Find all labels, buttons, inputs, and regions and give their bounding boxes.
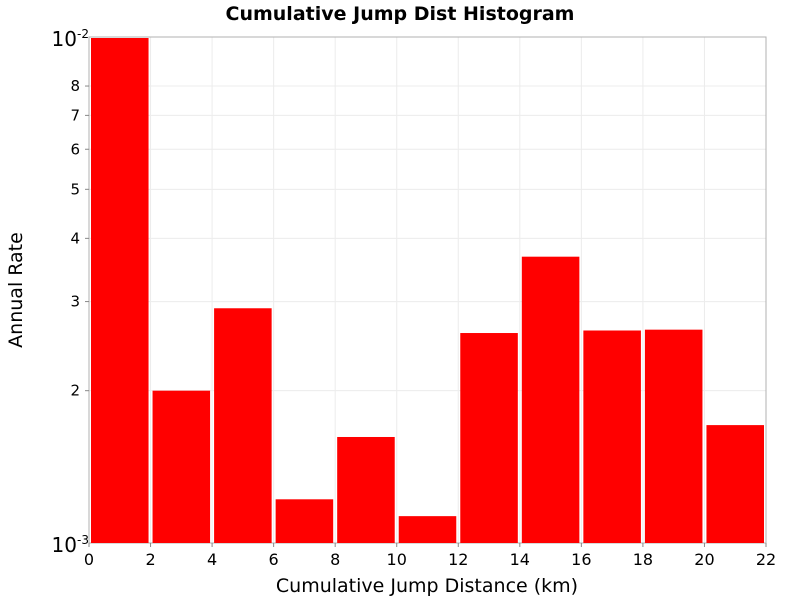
x-tick-label: 18 [633,550,653,569]
x-tick-label: 12 [448,550,468,569]
y-major-tick-label: 10 -3 [52,533,89,557]
y-tick-label: 3 [70,293,80,311]
x-tick-label: 0 [84,550,94,569]
y-major-tick-base: 10 [52,27,77,51]
x-tick-label: 22 [756,550,776,569]
y-tick-label: 8 [70,77,80,95]
y-major-tick-label: 10 -2 [52,27,89,51]
y-tick-label: 4 [70,229,80,247]
histogram-bar-8 [521,256,580,543]
histogram-bar-5 [337,436,395,543]
x-tick-label: 6 [269,550,279,569]
y-tick-label: 5 [70,180,80,198]
chart-title: Cumulative Jump Dist Histogram [226,3,575,25]
y-axis-label: Annual Rate [5,232,27,348]
y-major-tick-exponent: -3 [77,533,89,547]
x-tick-label: 20 [694,550,714,569]
x-axis-ticks: 0 2 4 6 8 10 12 14 16 18 20 22 [84,543,776,569]
y-major-tick-base: 10 [52,533,77,557]
histogram-bar-6 [398,516,457,543]
histogram-bar-7 [460,333,518,543]
y-tick-label: 2 [70,382,80,400]
y-tick-label: 7 [70,106,80,124]
histogram-bar-2 [152,390,211,543]
bars [91,38,764,543]
histogram-bar-3 [214,308,272,543]
x-tick-label: 8 [330,550,340,569]
x-tick-label: 14 [510,550,530,569]
y-tick-label: 6 [70,140,80,158]
x-tick-label: 2 [145,550,155,569]
histogram-bar-11 [706,425,764,543]
histogram-bar-10 [644,329,703,543]
histogram-bar-1 [91,38,149,543]
x-tick-label: 16 [571,550,591,569]
histogram-bar-4 [275,499,334,543]
x-tick-label: 4 [207,550,217,569]
y-major-tick-exponent: -2 [77,27,89,41]
histogram-bar-9 [583,330,641,543]
x-tick-label: 10 [387,550,407,569]
x-axis-label: Cumulative Jump Distance (km) [276,575,578,597]
